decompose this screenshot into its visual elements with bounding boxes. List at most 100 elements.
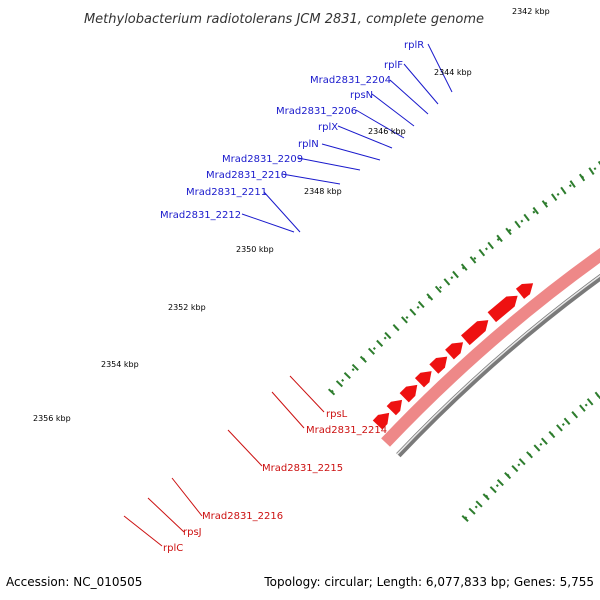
tick-mark bbox=[426, 293, 434, 301]
gene-label-Mrad2831_2206[interactable]: Mrad2831_2206 bbox=[276, 106, 357, 117]
tick-mark bbox=[496, 479, 504, 487]
tick-mark bbox=[563, 417, 571, 425]
forward-cds-8 bbox=[515, 283, 534, 299]
leader-top-9 bbox=[263, 191, 301, 233]
tick-mark bbox=[392, 324, 400, 332]
leader-top-4 bbox=[355, 109, 405, 139]
leader-bottom-1 bbox=[271, 391, 305, 429]
leader-top-3 bbox=[371, 93, 415, 127]
gene-label-rplX[interactable]: rplX bbox=[318, 122, 338, 133]
forward-cds-5 bbox=[445, 342, 464, 360]
leader-top-8 bbox=[281, 173, 341, 185]
leader-bottom-2 bbox=[227, 429, 263, 467]
forward-cds-6 bbox=[461, 320, 489, 346]
forward-gene-labels: rpsL Mrad2831_2214 Mrad2831_2215 Mrad283… bbox=[163, 409, 387, 554]
tick-mark bbox=[514, 220, 521, 229]
gene-label-rplC[interactable]: rplC bbox=[163, 543, 183, 554]
leader-bottom-0 bbox=[289, 375, 325, 413]
forward-cds-1 bbox=[386, 399, 403, 416]
reverse-gene-labels: rplR rplF Mrad2831_2204 rpsN Mrad2831_22… bbox=[160, 40, 424, 221]
gene-label-Mrad2831_2216[interactable]: Mrad2831_2216 bbox=[202, 511, 283, 522]
tick-mark bbox=[505, 227, 512, 236]
tick-mark bbox=[359, 355, 367, 363]
gene-label-Mrad2831_2211[interactable]: Mrad2831_2211 bbox=[186, 187, 267, 198]
forward-gene-band bbox=[380, 246, 600, 448]
gene-label-rpsL[interactable]: rpsL bbox=[326, 409, 348, 420]
kbp-labels: 2342 kbp 2344 kbp 2346 kbp 2348 kbp 2350… bbox=[33, 7, 550, 423]
tick-mark bbox=[434, 285, 442, 294]
tick-mark bbox=[460, 263, 468, 271]
kbp-label-2346: 2346 kbp bbox=[368, 127, 406, 136]
tick-mark bbox=[588, 167, 595, 175]
tick-mark bbox=[351, 363, 359, 371]
tick-mark bbox=[511, 465, 519, 473]
tick-mark bbox=[571, 411, 579, 419]
tick-mark bbox=[469, 256, 477, 264]
tick-mark bbox=[327, 388, 336, 396]
tick-mark bbox=[504, 472, 512, 480]
tick-mark bbox=[475, 500, 483, 508]
gene-label-Mrad2831_2204[interactable]: Mrad2831_2204 bbox=[310, 75, 391, 86]
genome-summary-text: Topology: circular; Length: 6,077,833 bp… bbox=[263, 575, 594, 589]
genome-backbone bbox=[396, 274, 600, 458]
feature-tracks bbox=[372, 246, 600, 448]
forward-cds-4 bbox=[429, 356, 448, 374]
tick-mark bbox=[482, 493, 490, 501]
leader-bottom-4 bbox=[147, 497, 185, 533]
kbp-label-2348: 2348 kbp bbox=[304, 187, 342, 196]
tick-mark bbox=[376, 339, 384, 347]
tick-mark bbox=[533, 444, 541, 452]
gene-label-Mrad2831_2214[interactable]: Mrad2831_2214 bbox=[306, 425, 387, 436]
gene-label-Mrad2831_2209[interactable]: Mrad2831_2209 bbox=[222, 154, 303, 165]
gene-label-rplR[interactable]: rplR bbox=[404, 40, 424, 51]
kbp-ticks bbox=[327, 160, 600, 522]
gene-label-rplN[interactable]: rplN bbox=[298, 139, 319, 150]
gene-label-rpsJ[interactable]: rpsJ bbox=[183, 527, 202, 538]
tick-mark bbox=[343, 372, 351, 380]
tick-mark bbox=[409, 308, 417, 316]
tick-mark bbox=[523, 213, 530, 222]
tick-mark bbox=[400, 316, 408, 324]
tick-mark bbox=[417, 300, 425, 309]
tick-mark bbox=[367, 347, 375, 355]
tick-mark bbox=[487, 241, 494, 250]
kbp-label-2352: 2352 kbp bbox=[168, 303, 206, 312]
kbp-label-2350: 2350 kbp bbox=[236, 245, 274, 254]
tick-mark bbox=[541, 200, 549, 208]
forward-cds-0 bbox=[372, 412, 390, 430]
tick-mark bbox=[526, 451, 533, 459]
map-title: Methylobacterium radiotolerans JCM 2831,… bbox=[84, 12, 484, 27]
leader-bottom-5 bbox=[123, 515, 163, 547]
tick-mark bbox=[556, 424, 563, 432]
tick-mark bbox=[468, 507, 476, 515]
kbp-label-2356: 2356 kbp bbox=[33, 414, 71, 423]
tick-mark bbox=[594, 391, 600, 400]
tick-mark bbox=[579, 404, 586, 412]
leader-top-10 bbox=[241, 213, 295, 233]
gene-label-Mrad2831_2210[interactable]: Mrad2831_2210 bbox=[206, 170, 287, 181]
tick-mark bbox=[597, 160, 600, 166]
tick-mark bbox=[496, 234, 503, 243]
tick-mark bbox=[335, 380, 344, 388]
gene-label-Mrad2831_2215[interactable]: Mrad2831_2215 bbox=[262, 463, 343, 474]
tick-mark bbox=[560, 186, 567, 195]
tick-mark bbox=[550, 193, 558, 202]
tick-mark bbox=[532, 206, 539, 215]
tick-mark bbox=[548, 430, 556, 439]
leader-top-7 bbox=[297, 157, 361, 171]
tick-mark bbox=[452, 270, 459, 279]
tick-mark bbox=[478, 248, 486, 257]
tick-mark bbox=[569, 180, 576, 188]
leader-bottom-3 bbox=[171, 477, 203, 517]
kbp-label-2342: 2342 kbp bbox=[512, 7, 550, 16]
gene-label-rpsN[interactable]: rpsN bbox=[350, 90, 373, 101]
tick-mark bbox=[384, 331, 392, 340]
leader-top-6 bbox=[321, 143, 381, 161]
gene-label-rplF[interactable]: rplF bbox=[384, 60, 403, 71]
tick-mark bbox=[578, 173, 586, 182]
leader-top-0 bbox=[427, 43, 453, 93]
leader-top-2 bbox=[389, 79, 429, 115]
gene-label-Mrad2831_2212[interactable]: Mrad2831_2212 bbox=[160, 210, 241, 221]
kbp-label-2344: 2344 kbp bbox=[434, 68, 472, 77]
leader-top-1 bbox=[403, 63, 439, 105]
